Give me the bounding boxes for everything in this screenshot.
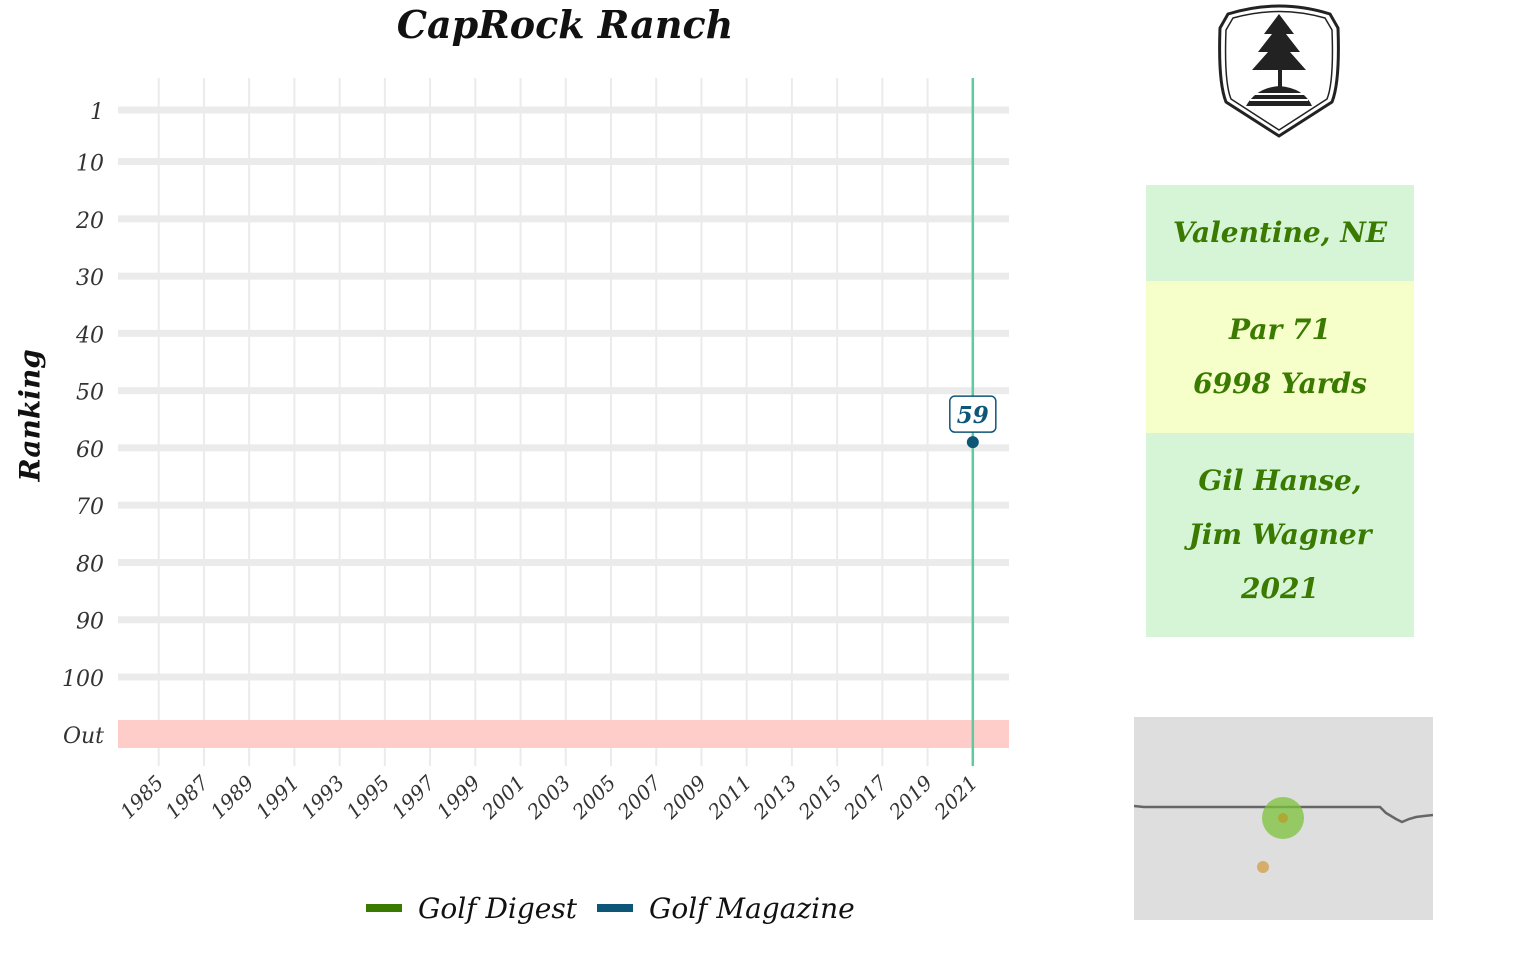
y-tick-label: 100 [62, 667, 104, 692]
architect-2: Jim Wagner [1188, 518, 1372, 551]
y-tick-label: 10 [76, 152, 104, 177]
location-center-dot [1278, 813, 1288, 823]
y-tick-label: 1 [90, 100, 104, 125]
y-tick-label: Out [63, 724, 104, 749]
x-tick-label: 2013 [748, 771, 802, 825]
course-logo [1216, 2, 1342, 138]
y-tick-labels: 1 10 20 30 40 50 60 70 80 90 100 Out [62, 100, 104, 749]
y-tick-label: 40 [75, 323, 104, 348]
opened-year: 2021 [1241, 572, 1319, 605]
x-tick-label: 2017 [838, 770, 892, 824]
y-tick-label: 20 [75, 209, 104, 234]
x-tick-label: 1987 [161, 770, 214, 823]
location-minimap [1133, 717, 1434, 920]
y-tick-label: 90 [76, 610, 104, 635]
location-text: Valentine, NE [1172, 216, 1388, 249]
legend-key-golf-digest [366, 904, 402, 912]
horizontal-gridlines [118, 106, 1009, 681]
location-box: Valentine, NE [1146, 185, 1414, 281]
x-tick-label: 2009 [657, 770, 711, 824]
tree-on-rock-crest-icon [1218, 4, 1340, 138]
y-tick-label: 50 [76, 381, 104, 406]
legend-label-golf-digest: Golf Digest [418, 891, 577, 925]
x-tick-label: 1999 [432, 770, 485, 823]
y-tick-label: 80 [76, 552, 104, 577]
vertical-gridlines [157, 78, 974, 766]
par-yards-box: Par 71 6998 Yards [1146, 281, 1414, 433]
state-border [1133, 804, 1434, 824]
architect-1: Gil Hanse, [1198, 464, 1362, 497]
data-labels: 59 [949, 395, 997, 433]
y-tick-label: 30 [76, 266, 104, 291]
chart-title: CapRock Ranch [396, 2, 734, 47]
x-tick-labels: 1985198719891991199319951997199920012003… [115, 770, 982, 824]
y-tick-label: 70 [76, 495, 104, 520]
chart-legend: Golf Digest Golf Magazine [366, 888, 875, 928]
legend-label-golf-magazine: Golf Magazine [648, 891, 855, 925]
x-tick-label: 2003 [522, 771, 576, 825]
course-info-panel: Valentine, NE Par 71 6998 Yards Gil Hans… [1146, 185, 1414, 637]
par-text: Par 71 [1229, 313, 1331, 346]
x-tick-label: 1993 [296, 771, 349, 824]
data-points [966, 436, 979, 449]
secondary-location-icon [1257, 861, 1269, 873]
data-label-box [949, 395, 997, 433]
x-tick-label: 2005 [567, 771, 621, 825]
x-tick-label: 2001 [476, 771, 530, 825]
data-point [966, 436, 979, 449]
y-tick-label: 60 [76, 438, 104, 463]
x-tick-label: 2007 [612, 770, 666, 824]
x-tick-label: 2015 [793, 771, 847, 825]
data-label: 59 [957, 402, 989, 429]
x-tick-label: 1997 [387, 770, 440, 823]
x-tick-label: 1995 [341, 771, 394, 824]
x-tick-label: 2011 [703, 771, 757, 825]
x-tick-label: 2019 [883, 770, 937, 824]
x-tick-label: 1991 [251, 771, 304, 824]
architect-box: Gil Hanse, Jim Wagner 2021 [1146, 433, 1414, 637]
out-band [118, 720, 1009, 748]
legend-key-golf-magazine [596, 904, 633, 912]
yards-text: 6998 Yards [1193, 367, 1367, 400]
x-tick-label: 1985 [115, 771, 168, 824]
x-tick-label: 1989 [206, 770, 259, 823]
x-tick-label: 2021 [929, 771, 983, 825]
